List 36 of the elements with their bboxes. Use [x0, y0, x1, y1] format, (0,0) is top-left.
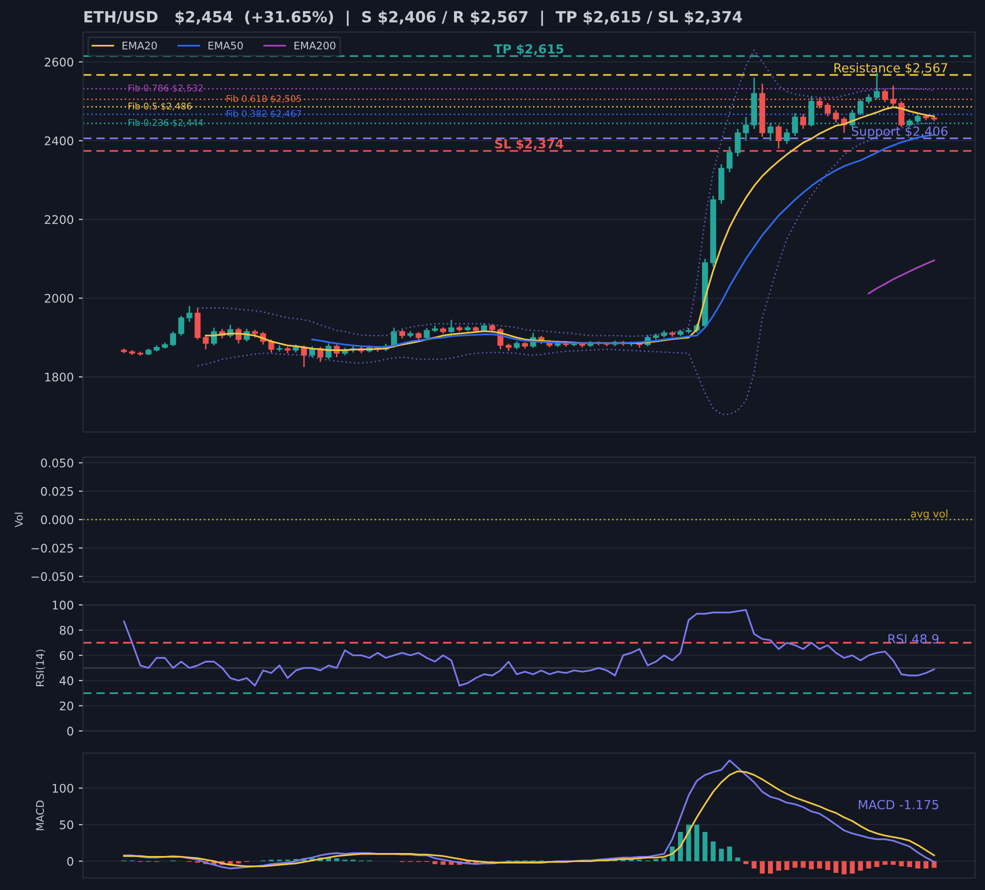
y-tick-label: 2000	[44, 294, 74, 303]
legend-label: EMA200	[294, 42, 336, 50]
y-tick-label: 100	[52, 600, 74, 610]
y-tick-label: 2400	[44, 136, 74, 146]
legend-label: EMA20	[122, 42, 157, 50]
y-tick-label: 2600	[44, 58, 74, 67]
chart-title: ETH/USD $2,454 (+31.65%) | S $2,406 / R $2,567 | TP $2,615 / SL $2,374	[84, 10, 742, 26]
legend-label: EMA50	[208, 42, 243, 50]
y-tick-label: 50	[60, 820, 74, 830]
y-axis-title: RSI(14)	[36, 650, 46, 686]
ref-line-label: Resistance $2,567	[834, 62, 948, 74]
y-tick-label: 0.025	[40, 486, 73, 496]
annotation: MACD -1.175	[858, 800, 938, 810]
y-tick-label: 1800	[45, 372, 74, 382]
y-tick-label: 0.050	[40, 458, 74, 468]
annotation: RSI 48.9	[888, 634, 938, 644]
y-tick-label: 0	[67, 856, 74, 866]
y-tick-label: 20	[60, 701, 74, 710]
y-tick-label: −0.025	[32, 544, 73, 553]
y-axis-title: MACD	[36, 800, 44, 830]
ref-line-label: Fib 0.382 $2,467	[226, 110, 301, 118]
y-tick-label: 40	[60, 676, 74, 686]
y-tick-label: 100	[52, 784, 74, 793]
y-axis-title: Vol	[14, 512, 23, 528]
ref-line-label: Fib 0.786 $2,532	[128, 84, 203, 93]
annotation: SL $2,374	[495, 138, 564, 150]
y-tick-label: 60	[60, 651, 74, 660]
y-tick-label: 2200	[44, 215, 74, 224]
y-tick-label: 80	[60, 626, 74, 635]
y-tick-label: 0.000	[40, 515, 74, 524]
y-tick-label: −0.050	[32, 572, 74, 582]
ref-line-label: Fib 0.5 $2,486	[128, 102, 192, 111]
ref-line-label: Fib 0.236 $2,444	[128, 119, 204, 128]
y-tick-label: 0	[67, 726, 74, 736]
annotation: avg vol	[911, 510, 948, 520]
annotation: TP $2,615	[494, 44, 564, 56]
